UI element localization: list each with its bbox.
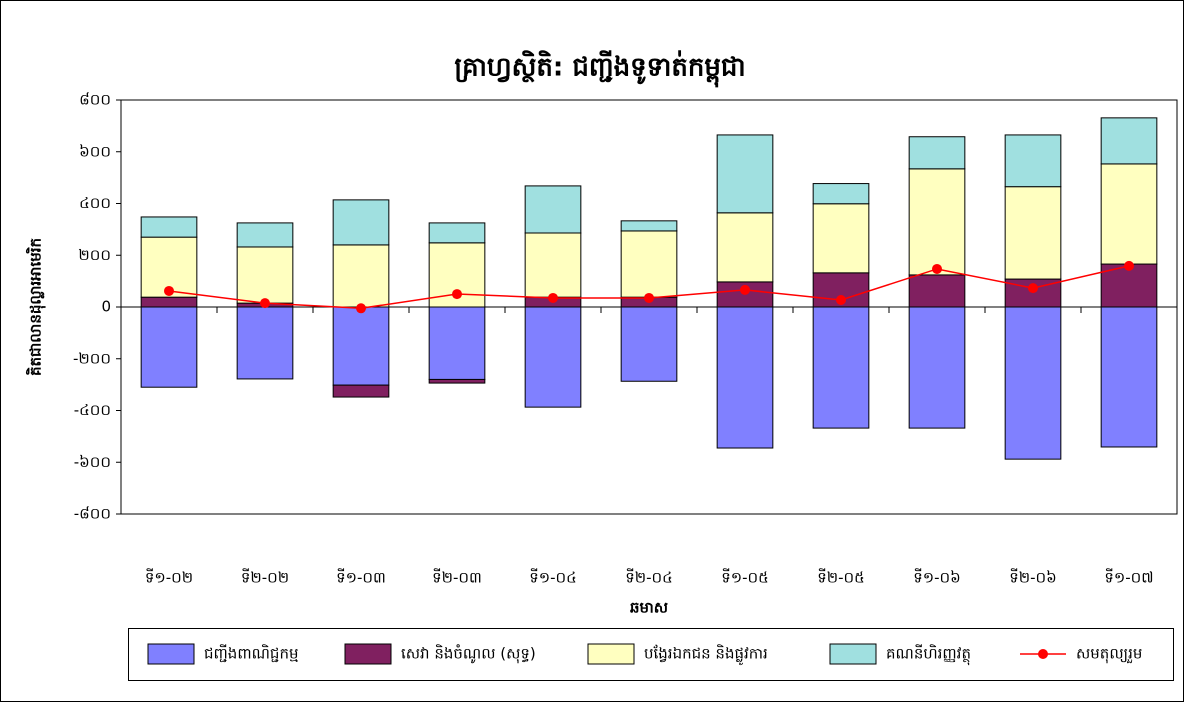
bar [1100,117,1158,165]
x-tick-label: ទី២-០៦ [1009,568,1057,587]
x-axis-label: ឆមាស [630,599,668,617]
bar [1004,134,1062,188]
bar [908,136,966,170]
bar [236,306,294,380]
x-tick-label: ទី១-០៧ [1104,568,1153,587]
legend-label: បង្វែរឯកជន និងផ្លូវការ [644,644,768,666]
bar [236,246,294,304]
legend-swatch [829,643,877,665]
bar [620,230,678,298]
x-tick-label: ទី២-០៤ [625,568,673,587]
y-tick-label: 0 [101,298,111,316]
bar [908,274,966,308]
bar [908,168,966,276]
legend-label: ជញ្ជីងពាណិជ្ជកម្ម [204,644,298,663]
bar [620,220,678,232]
x-tick-label: ទី២-០៣ [432,568,482,587]
legend-swatch [147,643,195,665]
bar [140,216,198,238]
x-tick-label: ទី១-០២ [145,568,193,587]
chart-title: គ្រាហ្វស្ថិតិ: ជញ្ជីងទូទាត់កម្ពុជា [454,50,745,88]
bar [332,199,390,246]
bar [524,185,582,234]
legend-label: គណនីហិរញ្ញវត្ថុ [886,644,971,666]
line-point [740,284,750,295]
bar [1004,306,1062,460]
bar [716,134,774,214]
legend-label: សេវា និងចំណូល (សុទ្ធ) [401,644,536,664]
y-tick-label: ៤០០ [79,194,111,212]
bar [524,306,582,408]
y-tick-label: -៦០០ [74,453,111,471]
line-point [644,292,654,303]
bar [1100,163,1158,265]
line-point [1124,260,1134,271]
bar [524,232,582,298]
bar [332,306,390,386]
legend-swatch [344,643,392,665]
line-point [452,289,462,300]
bar [428,378,486,384]
bar [428,222,486,244]
y-tick-label: -២០០ [73,349,111,367]
y-tick-label: ៦០០ [79,142,111,160]
x-tick-label: ទី១-០៤ [529,568,577,587]
bar [908,306,966,429]
bar [428,306,486,380]
bar [812,306,870,429]
y-tick-label: ២០០ [78,246,111,264]
y-tick-label: -៨០០ [74,505,111,523]
x-tick-label: ទី១-០៦ [913,568,961,587]
bar [716,306,774,449]
bar [140,296,198,308]
line-point [260,298,270,309]
line-point [932,263,942,274]
bar [620,306,678,382]
legend-swatch [1038,649,1048,659]
legend-label: សមតុល្យរួម [1076,645,1142,664]
line-point [548,292,558,303]
bar [332,244,390,308]
line-point [164,285,174,296]
bar [332,384,390,398]
x-tick-label: ទី២-០២ [241,568,289,587]
bar [1100,306,1158,448]
y-axis-label: គិតជាលានដុល្លារអាមេរិក [26,238,47,376]
bar [1100,263,1158,308]
x-tick-label: ទី២-០៥ [817,568,865,587]
y-tick-label: -៤០០ [74,401,111,419]
bar [812,203,870,274]
line-point [1028,283,1038,294]
line-point [356,303,366,314]
legend-box [128,628,1174,681]
bar [812,183,870,205]
x-tick-label: ទី១-០៥ [721,568,769,587]
y-tick-label: ៨០០ [79,91,111,109]
x-tick-label: ទី១-០៣ [336,568,386,587]
bar [716,212,774,283]
bar [236,222,294,248]
legend-swatch [587,643,635,665]
bar [140,306,198,388]
line-point [836,295,846,306]
bar [1004,186,1062,280]
